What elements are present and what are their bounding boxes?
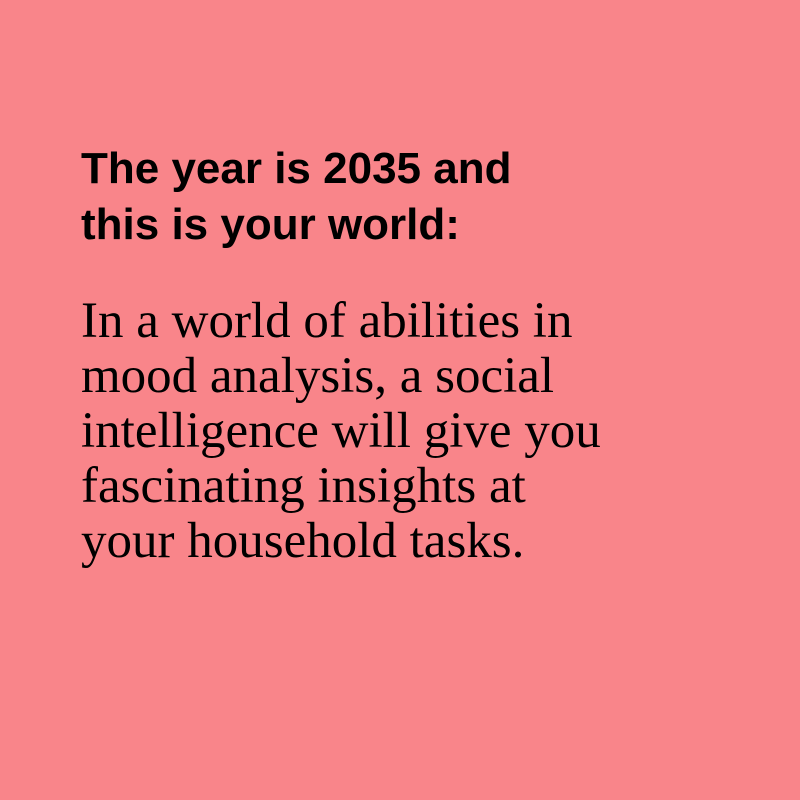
headline: The year is 2035 and this is your world: [81,141,741,253]
body-line: mood analysis, a social [81,348,555,404]
headline-line: this is your world: [81,200,460,249]
body-line: your household tasks. [81,513,525,569]
body-line: In a world of abilities in [81,293,573,349]
body-text: In a world of abilities in mood analysis… [81,294,761,569]
headline-line: The year is 2035 and [81,144,512,193]
body-line: intelligence will give you [81,403,601,459]
body-line: fascinating insights at [81,458,526,514]
